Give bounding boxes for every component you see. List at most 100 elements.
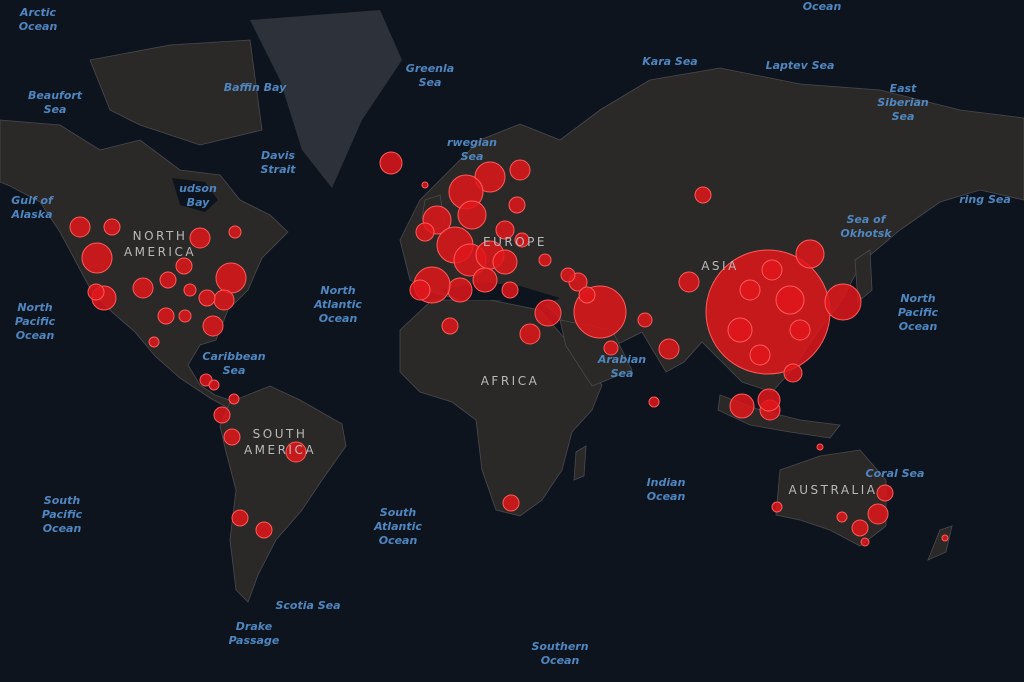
arctic-islands xyxy=(89,39,263,146)
hudson-bay xyxy=(172,178,218,212)
case-bubble[interactable] xyxy=(867,503,889,525)
case-bubble[interactable] xyxy=(824,283,862,321)
case-bubble[interactable] xyxy=(729,393,755,419)
case-bubble[interactable] xyxy=(816,443,824,451)
case-bubble[interactable] xyxy=(783,363,803,383)
water-body-label: Kara Sea xyxy=(642,55,698,68)
case-bubble[interactable] xyxy=(228,393,240,405)
case-bubble[interactable] xyxy=(876,484,894,502)
case-bubble[interactable] xyxy=(678,271,700,293)
case-bubble[interactable] xyxy=(761,259,783,281)
case-bubble[interactable] xyxy=(223,428,241,446)
case-bubble[interactable] xyxy=(148,336,160,348)
case-bubble[interactable] xyxy=(538,253,552,267)
case-bubble[interactable] xyxy=(157,307,175,325)
case-bubble[interactable] xyxy=(132,277,154,299)
japan xyxy=(854,249,873,303)
water-body-label: Laptev Sea xyxy=(765,59,835,72)
water-body-label: Indian Ocean xyxy=(646,476,686,503)
continent-label: AUSTRALIA xyxy=(788,483,878,497)
case-bubble[interactable] xyxy=(851,519,869,537)
case-bubble[interactable] xyxy=(231,509,249,527)
case-bubble[interactable] xyxy=(560,267,576,283)
continent-label: ASIA xyxy=(701,259,739,273)
water-body-label: Caribbean Sea xyxy=(202,350,266,377)
water-body-label: Beaufort Sea xyxy=(27,89,83,116)
continent-label: AFRICA xyxy=(480,374,540,388)
case-bubble[interactable] xyxy=(727,317,753,343)
case-bubble[interactable] xyxy=(159,271,177,289)
case-bubble[interactable] xyxy=(509,159,531,181)
case-bubble[interactable] xyxy=(941,534,949,542)
case-bubble[interactable] xyxy=(415,222,435,242)
case-bubble[interactable] xyxy=(789,319,811,341)
case-bubble[interactable] xyxy=(739,279,761,301)
water-body-label: Ocean xyxy=(802,0,842,13)
case-bubble[interactable] xyxy=(495,220,515,240)
case-bubble[interactable] xyxy=(694,186,712,204)
case-bubble[interactable] xyxy=(771,501,783,513)
water-body-label: Greenla Sea xyxy=(405,62,455,89)
case-bubble[interactable] xyxy=(175,257,193,275)
case-bubble[interactable] xyxy=(87,283,105,301)
case-bubble[interactable] xyxy=(514,232,530,248)
case-bubble[interactable] xyxy=(103,218,121,236)
case-bubble[interactable] xyxy=(228,225,242,239)
case-bubble[interactable] xyxy=(447,277,473,303)
water-body-label: udson Bay xyxy=(179,182,217,209)
case-bubble[interactable] xyxy=(637,312,653,328)
case-bubble[interactable] xyxy=(202,315,224,337)
case-bubble[interactable] xyxy=(648,396,660,408)
case-bubble[interactable] xyxy=(69,216,91,238)
madagascar xyxy=(573,445,587,481)
continent-label: SOUTH AMERICA xyxy=(243,427,317,457)
case-bubble[interactable] xyxy=(213,406,231,424)
case-bubble[interactable] xyxy=(379,151,403,175)
case-bubble[interactable] xyxy=(757,388,781,412)
case-bubble[interactable] xyxy=(189,227,211,249)
case-bubble[interactable] xyxy=(457,200,487,230)
case-bubble[interactable] xyxy=(519,323,541,345)
case-bubble[interactable] xyxy=(836,511,848,523)
case-bubble[interactable] xyxy=(178,309,192,323)
water-body-label: North Atlantic Ocean xyxy=(314,284,362,325)
case-bubble[interactable] xyxy=(508,196,526,214)
case-bubble[interactable] xyxy=(795,239,825,269)
water-body-label: Arctic Ocean xyxy=(18,6,58,33)
case-bubble[interactable] xyxy=(255,521,273,539)
water-body-label: Sea of Okhotsk xyxy=(840,213,892,240)
case-bubble[interactable] xyxy=(421,181,429,189)
water-body-label: Arabian Sea xyxy=(597,353,647,380)
case-bubble[interactable] xyxy=(749,344,771,366)
case-bubble[interactable] xyxy=(409,279,431,301)
case-bubble[interactable] xyxy=(213,289,235,311)
case-bubble[interactable] xyxy=(183,283,197,297)
case-bubble[interactable] xyxy=(603,340,619,356)
water-body-label: Baffin Bay xyxy=(223,81,287,94)
water-body-label: Southern Ocean xyxy=(531,640,589,667)
case-bubble[interactable] xyxy=(81,242,113,274)
case-bubble[interactable] xyxy=(492,249,518,275)
case-bubble[interactable] xyxy=(198,289,216,307)
case-bubble[interactable] xyxy=(860,537,870,547)
case-bubble[interactable] xyxy=(285,441,307,463)
case-bubble[interactable] xyxy=(441,317,459,335)
case-bubble[interactable] xyxy=(472,267,498,293)
case-bubble[interactable] xyxy=(578,286,596,304)
water-body-label: rwegian Sea xyxy=(447,136,497,163)
case-bubble[interactable] xyxy=(501,281,519,299)
water-body-label: North Pacific Ocean xyxy=(897,292,939,333)
case-bubble[interactable] xyxy=(502,494,520,512)
case-bubble[interactable] xyxy=(208,379,220,391)
continent-label: EUROPE xyxy=(483,235,547,249)
africa xyxy=(399,299,603,517)
water-body-label: ring Sea xyxy=(959,193,1011,206)
case-bubble[interactable] xyxy=(775,285,805,315)
australia xyxy=(775,449,887,547)
case-bubble[interactable] xyxy=(534,299,562,327)
case-bubble[interactable] xyxy=(658,338,680,360)
water-body-label: East Siberian Sea xyxy=(877,82,929,123)
case-bubble[interactable] xyxy=(215,262,247,294)
